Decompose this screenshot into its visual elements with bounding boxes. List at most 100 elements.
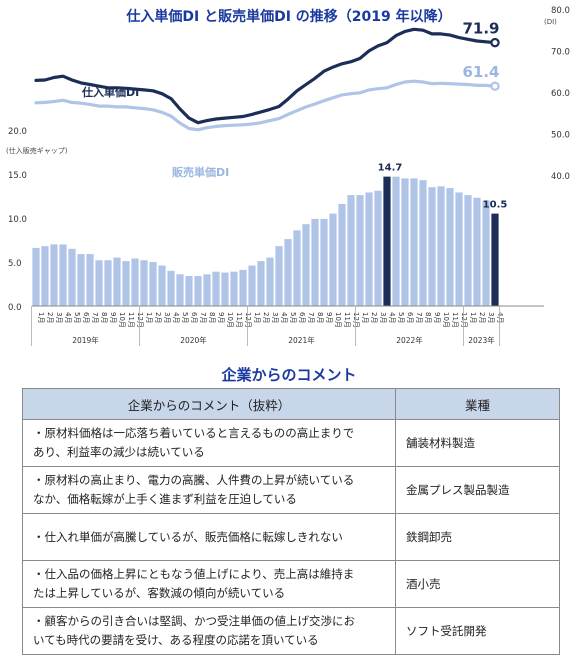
month-tick-label: 2月 [46, 312, 54, 323]
gap-bar [77, 254, 85, 306]
comment-cell: ・仕入れ単価が高騰しているが、販売価格に転嫁しきれない [22, 513, 396, 561]
gap-bar [329, 213, 337, 306]
month-tick-label: 9月 [433, 312, 441, 323]
month-tick-label: 6月 [406, 312, 414, 323]
comments-table: 企業からのコメント（抜粋） 業種 ・原材料価格は一応落ち着いていると言えるものの… [22, 388, 560, 655]
month-tick-label: 3月 [487, 312, 495, 323]
month-tick-label: 8月 [316, 312, 324, 323]
comment-line: ・原材料価格は一応落ち着いていると言えるものの高止まりで [33, 426, 355, 440]
gap-bar [419, 180, 427, 306]
month-tick-label: 1月 [37, 312, 45, 323]
comment-cell: ・仕入品の価格上昇にともなう値上げにより、売上高は維持ま たは上昇しているが、客数… [22, 560, 396, 608]
month-tick-label: 11月 [127, 312, 135, 328]
gap-bar [104, 260, 112, 306]
month-tick-label: 7月 [415, 312, 423, 323]
gap-bar [491, 213, 499, 306]
gap-bar [302, 224, 310, 306]
year-label: 2022年 [396, 335, 423, 345]
month-tick-label: 6月 [82, 312, 90, 323]
gap-bar [293, 230, 301, 306]
comment-line: ・原材料の高止まり、電力の高騰、人件費の上昇が続いている [33, 473, 355, 487]
month-tick-label: 12月 [244, 312, 252, 328]
industry-cell: 鉄鋼卸売 [395, 513, 560, 561]
gap-bar [365, 192, 373, 306]
comment-line: いても時代の要請を受け、ある程度の応諾を頂いている [33, 633, 319, 647]
table-row: ・仕入品の価格上昇にともなう値上げにより、売上高は維持ま たは上昇しているが、客数… [22, 560, 560, 608]
year-label: 2023年 [468, 335, 495, 345]
month-tick-label: 1月 [253, 312, 261, 323]
bar-value-label: 14.7 [378, 163, 403, 174]
month-tick-label: 3月 [55, 312, 63, 323]
left-tick-label: 15.0 [8, 171, 27, 181]
year-label: 2019年 [72, 335, 99, 345]
header-comment: 企業からのコメント（抜粋） [22, 388, 396, 420]
right-tick-label: 50.0 [551, 131, 570, 141]
month-tick-label: 10月 [334, 312, 342, 328]
gap-bar [320, 218, 328, 306]
gap-bar [212, 271, 220, 306]
series-end-marker [490, 37, 500, 48]
month-tick-label: 12月 [352, 312, 360, 328]
month-tick-label: 8月 [100, 312, 108, 323]
gap-bar [50, 244, 58, 306]
comment-cell: ・原材料価格は一応落ち着いていると言えるものの高止まりで あり、利益率の減少は続い… [22, 419, 396, 467]
year-label: 2020年 [180, 335, 207, 345]
comment-line: あり、利益率の減少は続いている [33, 445, 205, 459]
gap-bar [446, 188, 454, 306]
left-tick-label: 0.0 [8, 303, 22, 313]
table-row: ・原材料の高止まり、電力の高騰、人件費の上昇が続いている なか、価格転嫁が上手く進… [22, 466, 560, 514]
series-line-sales-di [34, 79, 497, 132]
month-tick-label: 9月 [325, 312, 333, 323]
gap-bar [410, 178, 418, 306]
gap-bar [482, 200, 490, 306]
month-tick-label: 5月 [289, 312, 297, 323]
gap-bar [257, 261, 265, 306]
table-row: ・顧客からの引き合いは堅調、かつ受注単価の値上げ交渉にお いても時代の要請を受け、… [22, 607, 560, 655]
gap-bar [374, 190, 382, 306]
comment-line: ・仕入品の価格上昇にともなう値上げにより、売上高は維持ま [33, 567, 355, 581]
gap-bar [167, 270, 175, 306]
comment-line: ・仕入れ単価が高騰しているが、販売価格に転嫁しきれない [33, 529, 343, 544]
gap-bar [32, 247, 40, 306]
left-tick-label: 5.0 [8, 259, 22, 269]
gap-bar [113, 257, 121, 306]
month-tick-label: 3月 [379, 312, 387, 323]
month-tick-label: 10月 [226, 312, 234, 328]
month-tick-label: 2月 [478, 312, 486, 323]
month-tick-label: 2月 [262, 312, 270, 323]
month-tick-label: 9月 [217, 312, 225, 323]
gap-bar [383, 176, 391, 306]
gap-bar [86, 254, 94, 306]
gap-bar [131, 258, 139, 306]
month-tick-label: 10月 [118, 312, 126, 328]
month-tick-label: 1月 [145, 312, 153, 323]
gap-bar [437, 186, 445, 306]
month-tick-label: 6月 [298, 312, 306, 323]
month-tick-label: 11月 [451, 312, 459, 328]
gap-bar [464, 195, 472, 306]
gap-bar [95, 260, 103, 306]
gap-bar [401, 178, 409, 306]
gap-bar [59, 244, 67, 306]
comment-line: ・顧客からの引き合いは堅調、かつ受注単価の値上げ交渉にお [33, 614, 355, 628]
gap-bar [347, 195, 355, 306]
legend-sales-di: 販売単価DI [172, 165, 229, 179]
month-tick-label: 1月 [469, 312, 477, 323]
di-chart: 20.0 15.0 10.0 5.0 0.0 (仕入販売ギャップ) (DI) 80.0 70.0… [6, 6, 570, 346]
month-tick-label: 7月 [307, 312, 315, 323]
gap-bar [194, 276, 202, 306]
series-end-label: 71.9 [462, 20, 499, 38]
month-tick-label: 8月 [424, 312, 432, 323]
gap-bar [356, 195, 364, 306]
month-tick-label: 10月 [442, 312, 450, 328]
gap-bar [455, 192, 463, 306]
gap-bar [149, 262, 157, 306]
month-tick-label: 3月 [271, 312, 279, 323]
gap-bar [185, 276, 193, 306]
month-tick-label: 8月 [208, 312, 216, 323]
industry-cell: 酒小売 [395, 560, 560, 608]
bar-value-label: 10.5 [483, 200, 508, 211]
month-tick-label: 1月 [361, 312, 369, 323]
table-row: ・原材料価格は一応落ち着いていると言えるものの高止まりで あり、利益率の減少は続い… [22, 419, 560, 467]
comment-line: たは上昇しているが、客数減の傾向が続いている [33, 586, 286, 600]
